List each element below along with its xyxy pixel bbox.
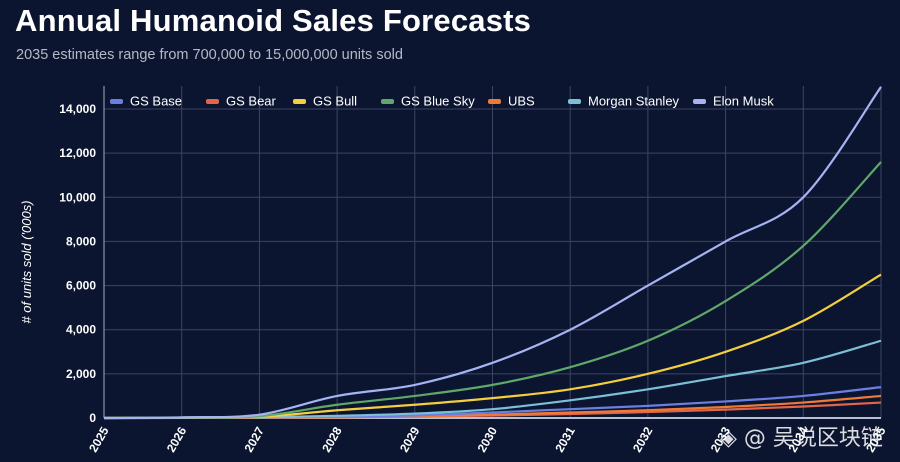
legend-label: GS Bear <box>226 94 277 109</box>
y-tick-label: 14,000 <box>59 102 96 116</box>
legend-label: GS Bull <box>313 94 357 109</box>
chart-title: Annual Humanoid Sales Forecasts <box>15 3 532 38</box>
legend-label: GS Base <box>130 94 182 109</box>
y-tick-label: 0 <box>89 411 96 425</box>
legend-label: Elon Musk <box>713 94 774 109</box>
legend: GS Base GS Bear GS Bull GS Blue Sky UBS Morga… <box>110 94 774 109</box>
y-tick-label: 12,000 <box>59 146 96 160</box>
x-tick-label: 2026 <box>164 424 190 454</box>
legend-label: Morgan Stanley <box>588 94 680 109</box>
legend-swatch <box>693 99 706 104</box>
y-tick-label: 8,000 <box>66 234 96 248</box>
legend-swatch <box>206 99 219 104</box>
legend-label: GS Blue Sky <box>401 94 475 109</box>
x-tick-label: 2029 <box>397 424 423 454</box>
watermark: ◈ @ 吴说区块链 <box>720 426 883 451</box>
x-tick-label: 2027 <box>242 424 268 454</box>
y-tick-label: 6,000 <box>66 279 96 293</box>
legend-label: UBS <box>508 94 535 109</box>
legend-swatch <box>293 99 306 104</box>
legend-swatch <box>568 99 581 104</box>
x-tick-label: 2032 <box>630 424 656 454</box>
legend-swatch <box>381 99 394 104</box>
y-tick-label: 4,000 <box>66 323 96 337</box>
series-lines <box>103 86 882 420</box>
gridlines <box>103 86 882 419</box>
x-tick-label: 2031 <box>552 424 578 454</box>
y-axis-label: # of units sold ('000s) <box>19 200 34 323</box>
y-tick-label: 10,000 <box>59 190 96 204</box>
legend-swatch <box>488 99 501 104</box>
x-tick-label: 2030 <box>475 424 501 454</box>
chart-subtitle: 2035 estimates range from 700,000 to 15,… <box>16 47 403 63</box>
x-tick-label: 2028 <box>319 424 345 454</box>
y-tick-label: 2,000 <box>66 367 96 381</box>
series-line-elon-musk <box>103 86 882 420</box>
legend-swatch <box>110 99 123 104</box>
x-tick-label: 2025 <box>86 424 112 454</box>
